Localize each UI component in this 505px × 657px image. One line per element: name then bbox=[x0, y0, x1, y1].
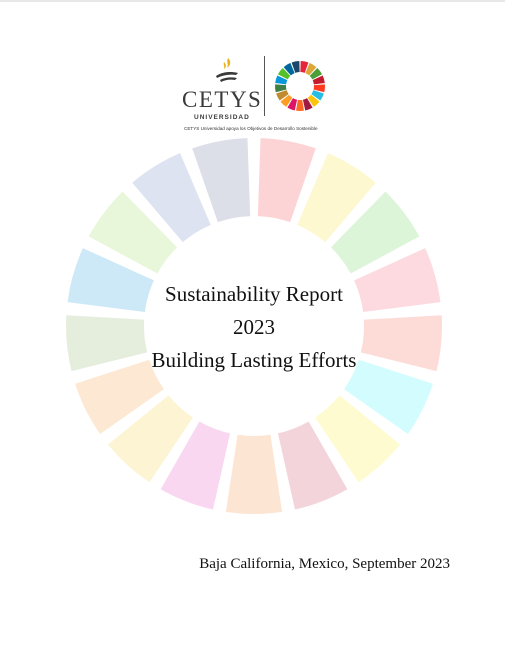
sdg-logo-segment bbox=[275, 75, 288, 85]
sdg-logo-segment bbox=[311, 90, 324, 101]
sdg-background-segment bbox=[67, 248, 154, 313]
sdg-background-segment bbox=[360, 315, 442, 372]
sdg-background-segment bbox=[132, 153, 211, 243]
sdg-wheel-background bbox=[66, 138, 442, 514]
sdg-logo-segment bbox=[300, 61, 309, 73]
sdg-logo-segment bbox=[277, 67, 291, 80]
report-title: Sustainability Report bbox=[165, 282, 343, 306]
sdg-background-segment bbox=[257, 138, 316, 223]
sdg-logo-segment bbox=[313, 84, 325, 93]
sdg-background-segment bbox=[75, 359, 164, 434]
torch-icon bbox=[216, 58, 238, 82]
sdg-wheel-icon bbox=[275, 61, 325, 111]
sdg-logo-segment bbox=[276, 90, 289, 101]
sdg-logo-segment bbox=[312, 75, 325, 85]
sdg-background-segment bbox=[108, 395, 193, 483]
sdg-background-segment bbox=[315, 395, 400, 483]
report-year: 2023 bbox=[233, 315, 275, 339]
sdg-background-segment bbox=[160, 421, 231, 510]
location-date: Baja California, Mexico, September 2023 bbox=[199, 556, 450, 572]
sdg-background-segment bbox=[330, 191, 420, 274]
sdg-background-segment bbox=[354, 248, 441, 313]
sdg-background-segment bbox=[225, 434, 283, 514]
sdg-logo-segment bbox=[309, 67, 323, 80]
sdg-background-segment bbox=[66, 315, 148, 372]
cetys-sdg-logo: CETYS UNIVERSIDAD CETYS Universidad apoy… bbox=[180, 54, 330, 136]
sdg-logo-segment bbox=[283, 62, 295, 76]
sdg-logo-segment bbox=[296, 99, 304, 111]
sdg-logo-segment bbox=[287, 98, 298, 111]
sdg-background-segment bbox=[192, 138, 251, 223]
sdg-background-segment bbox=[344, 359, 433, 434]
logo-tagline: CETYS Universidad apoya los Objetivos de… bbox=[184, 126, 318, 131]
cetys-subtitle: UNIVERSIDAD bbox=[194, 114, 250, 121]
sdg-logo-segment bbox=[275, 84, 287, 93]
sdg-background-segment bbox=[88, 191, 178, 274]
sdg-background-segment bbox=[297, 153, 376, 243]
sdg-logo-segment bbox=[280, 94, 293, 107]
sdg-logo-segment bbox=[291, 61, 300, 73]
report-subtitle: Building Lasting Efforts bbox=[151, 348, 357, 372]
page-top-border bbox=[0, 0, 505, 2]
logo-divider bbox=[264, 56, 265, 116]
sdg-background-segment bbox=[277, 421, 348, 510]
sdg-logo-segment bbox=[302, 98, 313, 111]
cetys-wordmark: CETYS bbox=[182, 87, 263, 112]
sdg-logo-segment bbox=[305, 62, 317, 76]
report-title-block: Sustainability Report 2023 Building Last… bbox=[60, 278, 448, 377]
sdg-logo-segment bbox=[307, 94, 320, 107]
